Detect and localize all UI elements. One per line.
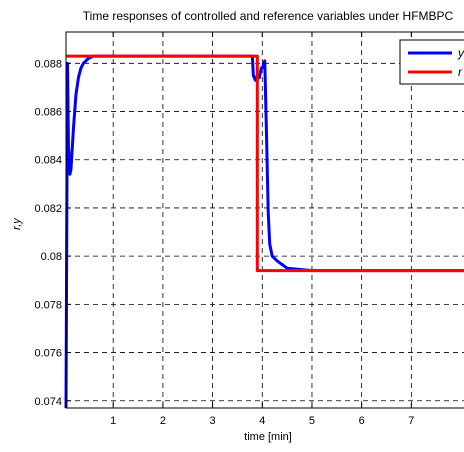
x-tick-label: 7	[408, 415, 414, 427]
y-tick-label: 0.074	[34, 396, 62, 408]
y-axis-label: r,y	[11, 217, 23, 230]
legend-box	[399, 39, 464, 85]
y-tick-label: 0.088	[34, 58, 62, 70]
chart-title: Time responses of controlled and referen…	[83, 9, 454, 23]
x-tick-label: 3	[210, 415, 216, 427]
series-line-y	[64, 54, 464, 409]
y-tick-label: 0.086	[34, 107, 62, 119]
y-tick-label: 0.08	[41, 251, 62, 263]
x-tick-label: 2	[160, 415, 166, 427]
y-tick-label: 0.084	[34, 155, 62, 167]
legend-label-y: y	[457, 46, 464, 60]
y-tick-label: 0.076	[34, 348, 62, 360]
y-tick-label: 0.082	[34, 203, 62, 215]
axis-ticks: 1 2 3 4 5 6 7 0.074 0.076 0.078 0.08 0.082 0.084 0.08…	[34, 32, 414, 427]
plot-frame	[65, 31, 464, 409]
series-line-r	[66, 54, 464, 273]
x-tick-label: 4	[259, 415, 265, 427]
legend: yr	[399, 39, 464, 85]
x-tick-label: 6	[359, 415, 365, 427]
y-tick-label: 0.078	[34, 299, 62, 311]
series-lines	[64, 54, 464, 409]
x-axis-label: time [min]	[244, 431, 292, 443]
x-tick-label: 5	[309, 415, 315, 427]
legend-label-r: r	[458, 65, 463, 79]
x-tick-label: 1	[110, 415, 116, 427]
